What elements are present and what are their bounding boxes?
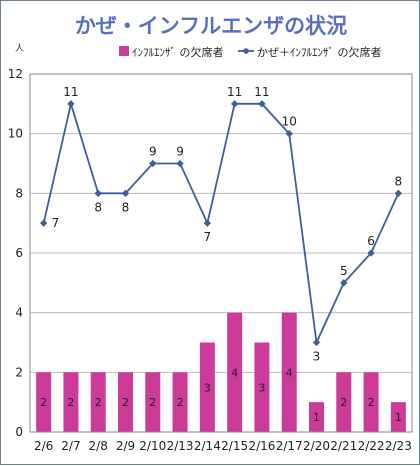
x-tick-label: 2/16 (248, 439, 275, 453)
legend-line-label: かぜ＋ｲﾝﾌﾙｴﾝｻﾞ の欠席者 (257, 45, 382, 59)
line-value-label: 3 (313, 350, 321, 364)
y-tick-label: 0 (15, 425, 23, 439)
x-tick-label: 2/22 (358, 439, 385, 453)
line-value-label: 10 (282, 115, 297, 129)
legend-bar-label: ｲﾝﾌﾙｴﾝｻﾞ の欠席者 (132, 45, 224, 59)
y-tick-label: 4 (15, 306, 23, 320)
line-marker (367, 249, 375, 257)
line-value-label: 7 (204, 230, 212, 244)
line-value-label: 7 (52, 216, 60, 230)
y-tick-label: 10 (8, 127, 23, 141)
y-tick-label: 12 (8, 67, 23, 81)
y-tick-label: 6 (15, 246, 23, 260)
bar-value-label: 2 (67, 396, 74, 409)
bar-value-label: 3 (204, 381, 211, 394)
line-value-label: 11 (63, 85, 78, 99)
plot-area-border (29, 73, 413, 433)
line-marker (312, 338, 321, 347)
line-marker (94, 189, 102, 198)
bar-value-label: 1 (395, 411, 402, 424)
line-value-label: 8 (122, 200, 130, 214)
y-axis-unit: 人 (15, 43, 24, 54)
line-marker (39, 219, 48, 227)
line-marker (394, 189, 403, 198)
line-marker (285, 129, 293, 138)
bar (309, 402, 324, 432)
chart-title: かぜ・インフルエンザの状況 (75, 14, 347, 38)
bar-value-label: 4 (231, 366, 238, 379)
line-value-label: 11 (227, 85, 242, 99)
y-tick-label: 2 (15, 365, 23, 379)
legend-line-marker (243, 48, 249, 54)
x-tick-label: 2/8 (89, 439, 108, 453)
bar-value-label: 2 (122, 396, 129, 409)
y-tick-label: 8 (15, 186, 23, 200)
x-tick-label: 2/7 (61, 439, 80, 453)
y-axis-ticks: 0 2 4 6 8 10 12 (8, 67, 23, 439)
bar (145, 372, 161, 432)
line-value-label: 5 (340, 264, 348, 278)
line-data-labels: 7 11 8 8 9 9 7 11 11 10 3 5 6 8 (52, 85, 403, 364)
bar-value-label: 2 (95, 396, 102, 409)
x-tick-label: 2/13 (167, 439, 194, 453)
bar (63, 372, 79, 432)
line-value-label: 8 (395, 174, 403, 188)
bar (36, 372, 52, 432)
bar-value-label: 2 (177, 396, 184, 409)
bar (199, 342, 215, 432)
bar-series (36, 312, 406, 432)
legend-bar-swatch (119, 46, 129, 56)
line-marker (230, 100, 239, 108)
legend: ｲﾝﾌﾙｴﾝｻﾞ の欠席者 かぜ＋ｲﾝﾌﾙｴﾝｻﾞ の欠席者 (119, 45, 382, 59)
bar-value-label: 2 (149, 396, 156, 409)
bar-value-label: 4 (286, 366, 293, 379)
x-tick-label: 2/6 (34, 439, 53, 453)
bar (281, 312, 297, 432)
line-value-label: 6 (367, 234, 375, 248)
x-tick-label: 2/23 (385, 439, 412, 453)
x-tick-label: 2/15 (221, 439, 248, 453)
bar (172, 372, 188, 432)
line-value-label: 9 (149, 145, 157, 159)
series-line (42, 100, 400, 346)
line-marker (149, 159, 157, 168)
line-series (39, 100, 403, 347)
bar (227, 312, 243, 432)
x-tick-label: 2/10 (139, 439, 166, 453)
bar-data-labels: 2 2 2 2 2 2 3 4 3 4 1 2 2 1 (40, 366, 402, 424)
bar-value-label: 2 (340, 396, 347, 409)
line-marker (340, 279, 348, 287)
bar-value-label: 1 (313, 411, 320, 424)
bar (390, 402, 406, 432)
line-value-label: 11 (254, 85, 269, 99)
bar (363, 372, 379, 432)
bar-value-label: 2 (40, 396, 47, 409)
x-tick-label: 2/21 (330, 439, 357, 453)
line-value-label: 9 (176, 145, 184, 159)
gridlines (30, 133, 412, 373)
line-marker (203, 219, 212, 227)
bar (90, 372, 106, 432)
bar-value-label: 2 (368, 396, 375, 409)
line-marker (67, 100, 75, 108)
line-marker (176, 159, 184, 168)
x-tick-label: 2/9 (116, 439, 135, 453)
line-marker (121, 189, 130, 198)
bar (118, 372, 133, 432)
x-tick-label: 2/17 (276, 439, 303, 453)
bar (336, 372, 352, 432)
bar-value-label: 3 (258, 381, 265, 394)
x-tick-label: 2/20 (303, 439, 330, 453)
x-axis-ticks: 2/6 2/7 2/8 2/9 2/10 2/13 2/14 2/15 2/16 2/17 2/20… (34, 439, 412, 453)
bar (254, 342, 270, 432)
line-value-label: 8 (94, 200, 102, 214)
x-tick-label: 2/14 (194, 439, 221, 453)
